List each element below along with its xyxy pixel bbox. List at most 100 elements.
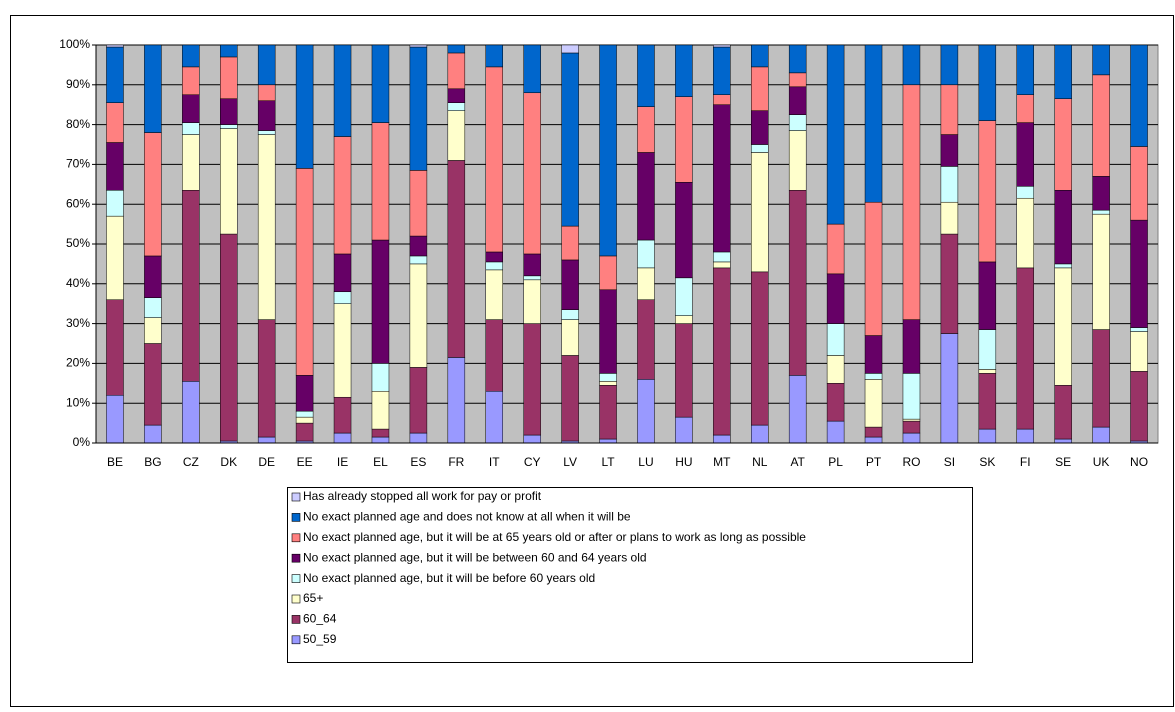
x-tick-label: FR <box>448 455 464 469</box>
bar-segment <box>864 436 883 444</box>
bar-segment <box>826 323 845 356</box>
bar-segment <box>751 152 769 273</box>
x-tick-label: SK <box>979 455 995 469</box>
bar-segment <box>1130 371 1148 442</box>
bar-segment <box>637 44 655 107</box>
legend-label: No exact planned age, but it will be bef… <box>303 571 595 585</box>
bar-segment <box>447 44 466 54</box>
bar-segment <box>257 134 276 320</box>
bar-segment <box>1016 122 1034 187</box>
bar-segment <box>220 98 238 125</box>
bar-segment <box>599 44 617 257</box>
bar-segment <box>106 215 124 300</box>
bar-segment <box>675 277 693 316</box>
bar-segment <box>106 394 124 444</box>
x-tick-label: PL <box>828 455 843 469</box>
bar-segment <box>182 122 200 135</box>
x-tick-label: IT <box>489 455 500 469</box>
bar-segment <box>106 299 124 396</box>
bar-segment <box>1054 438 1072 444</box>
bar-segment <box>523 434 541 444</box>
bar-segment <box>144 343 162 426</box>
bar-segment <box>409 263 428 368</box>
bar-segment <box>751 44 769 68</box>
bar-segment <box>144 255 162 298</box>
y-tick-label: 40% <box>66 276 90 290</box>
bar-segment <box>713 251 731 263</box>
bar-segment <box>864 426 883 438</box>
bar-segment <box>447 110 466 161</box>
y-tick-label: 70% <box>66 157 90 171</box>
bar-segment <box>902 432 921 444</box>
bar-segment <box>485 269 503 320</box>
x-tick-label: DK <box>220 455 237 469</box>
bar-segment <box>751 144 769 153</box>
legend-swatch <box>291 553 301 563</box>
bar-segment <box>788 114 807 131</box>
bar-segment <box>295 375 314 412</box>
bar-segment <box>144 44 162 133</box>
bar-segment <box>182 190 200 382</box>
bar-segment <box>599 289 617 374</box>
bar-segment <box>1016 94 1034 123</box>
bar-segment <box>447 102 466 111</box>
bar-segment <box>106 46 124 103</box>
x-tick-label: LT <box>601 455 615 469</box>
bar-segment <box>1130 146 1148 221</box>
bar-segment <box>675 416 693 444</box>
bar-segment <box>1016 186 1034 199</box>
bar-segment <box>561 259 579 310</box>
bar-segment <box>713 261 731 269</box>
bar-segment <box>257 84 276 101</box>
bar-segment <box>144 424 162 444</box>
bar-segment <box>826 44 845 225</box>
bar-segment <box>371 363 390 392</box>
bar-segment <box>106 102 124 143</box>
bar-segment <box>1016 267 1034 430</box>
bar-segment <box>599 385 617 440</box>
x-tick-label: AT <box>790 455 805 469</box>
bar-segment <box>713 46 731 95</box>
legend-label: No exact planned age, but it will be at … <box>303 530 806 544</box>
bar-segment <box>371 436 390 444</box>
bar-segment <box>485 391 503 444</box>
bar-segment <box>826 420 845 444</box>
bar-segment <box>144 297 162 318</box>
bar-segment <box>940 134 959 167</box>
bar-segment <box>826 223 845 275</box>
bar-segment <box>409 235 428 257</box>
legend-label: 50_59 <box>303 632 337 646</box>
bar-segment <box>599 438 617 444</box>
bar-segment <box>409 44 428 48</box>
bar-segment <box>902 44 921 86</box>
bar-segment <box>333 303 352 398</box>
x-tick-label: EE <box>297 455 313 469</box>
bar-segment <box>333 432 352 444</box>
x-tick-label: IE <box>337 455 348 469</box>
bar-segment <box>713 267 731 436</box>
bar-segment <box>220 233 238 442</box>
bar-segment <box>1016 197 1034 269</box>
y-tick-label: 30% <box>66 316 90 330</box>
bar-segment <box>675 96 693 183</box>
bar-segment <box>409 255 428 265</box>
legend-swatch <box>291 635 301 645</box>
bar-segment <box>371 122 390 241</box>
y-tick-label: 0% <box>73 435 91 449</box>
bar-segment <box>1092 74 1110 177</box>
bar-segment <box>1092 176 1110 211</box>
bar-segment <box>447 160 466 358</box>
bar-segment <box>182 94 200 123</box>
x-tick-label: MT <box>713 455 731 469</box>
bar-segment <box>864 201 883 336</box>
bar-segment <box>371 44 390 123</box>
bar-segment <box>485 261 503 271</box>
bar-segment <box>978 120 997 263</box>
x-tick-label: CZ <box>183 455 199 469</box>
bar-segment <box>637 239 655 269</box>
bar-segment <box>220 56 238 99</box>
bar-segment <box>523 44 541 94</box>
bar-segment <box>295 416 314 424</box>
bar-segment <box>902 373 921 420</box>
